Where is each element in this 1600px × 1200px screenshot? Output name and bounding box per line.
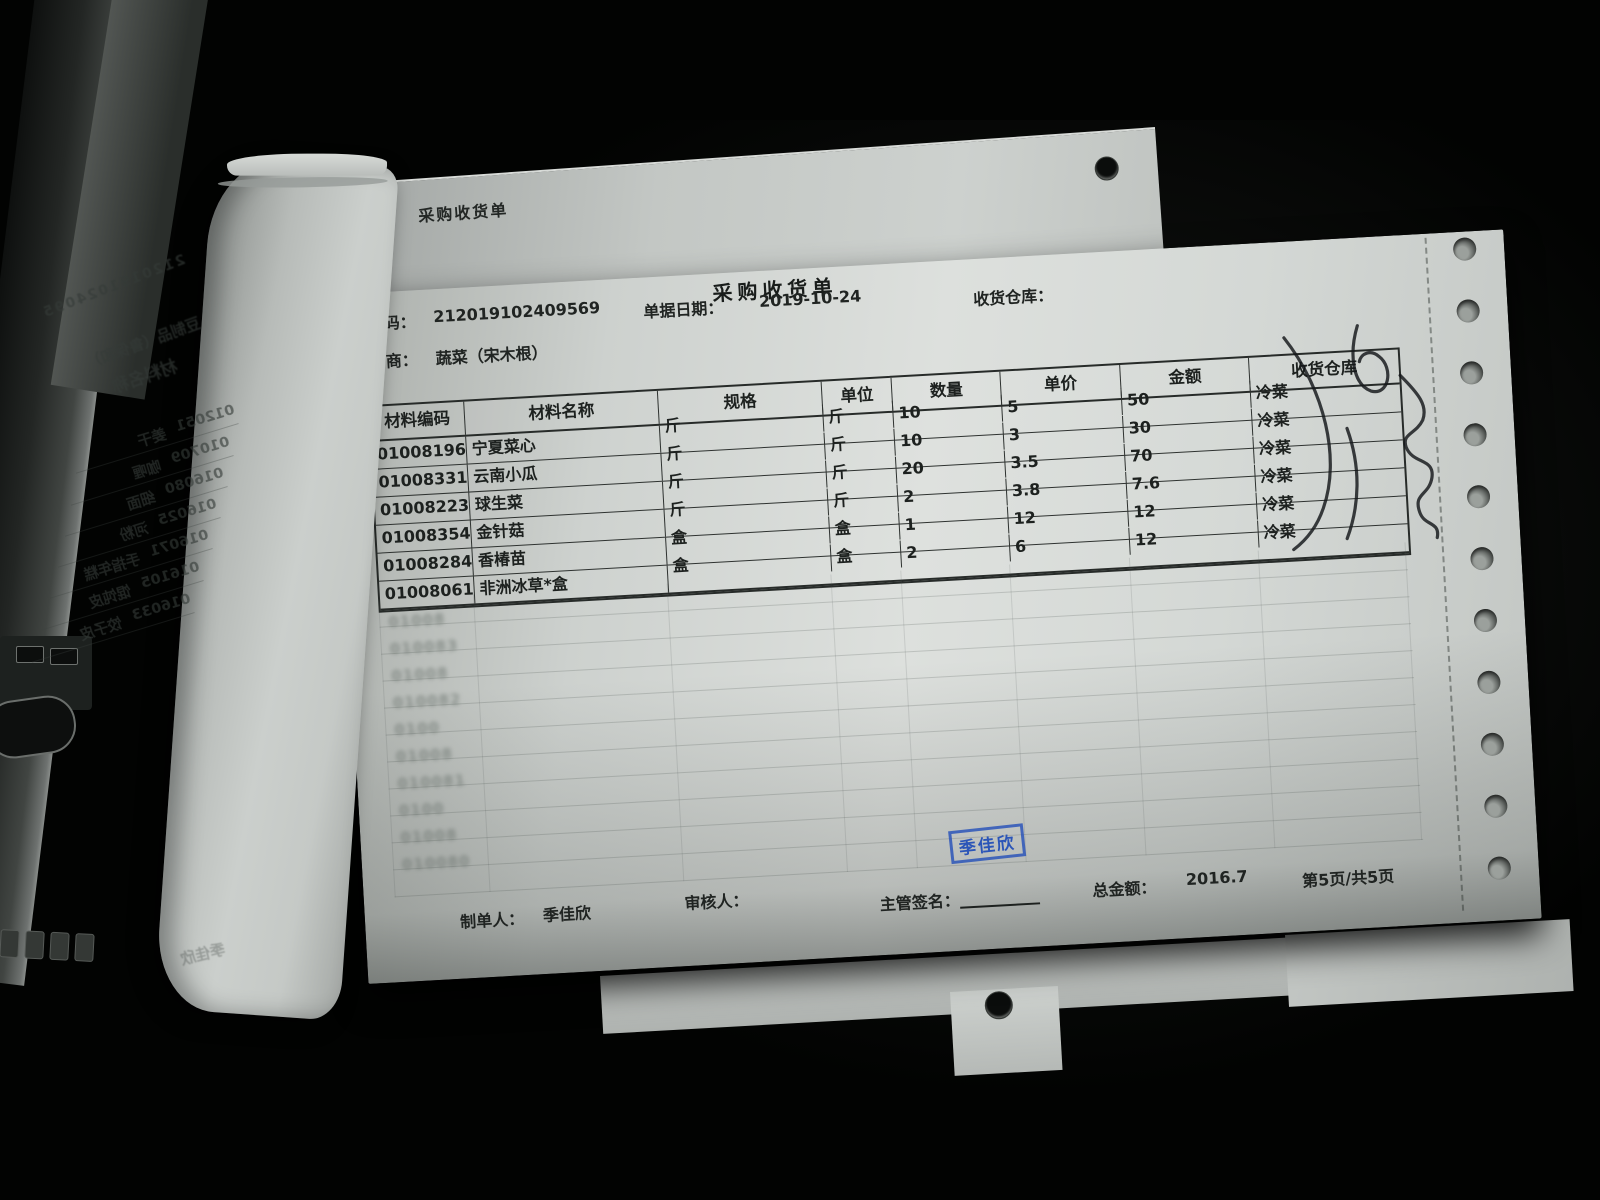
total-label: 总金额： (1091, 877, 1157, 901)
handwritten-scrawl (1282, 324, 1440, 552)
printer-key (16, 646, 44, 663)
next-sheet-tab (950, 985, 1063, 1076)
mirrored-name: 咖喱 (131, 459, 164, 483)
printer-key (50, 648, 78, 665)
preparer-value: 季佳欣 (542, 903, 592, 926)
back-sheet-title: 采购收货单 (417, 200, 509, 226)
reviewer-label: 审核人： (683, 890, 749, 914)
page-info: 第5页/共5页 (1301, 866, 1395, 891)
mirrored-name: 河粉 (118, 521, 151, 545)
mirrored-name: 馄饨皮 (87, 584, 134, 613)
total-value: 2016.7 (1185, 866, 1249, 890)
mirrored-name: 姜干 (136, 427, 169, 451)
mirrored-name: 细面 (125, 490, 158, 514)
punch-hole (1093, 155, 1120, 182)
mirrored-name: 手指年糕 (82, 552, 143, 585)
printer-key-panel (0, 636, 92, 710)
preparer-label: 制单人： (459, 909, 525, 932)
main-sheet: 采购收货单 码： 212019102409569 单据日期： 2019-10-2… (330, 229, 1542, 984)
printer-keys-row (0, 922, 111, 970)
punch-hole (984, 990, 1014, 1021)
